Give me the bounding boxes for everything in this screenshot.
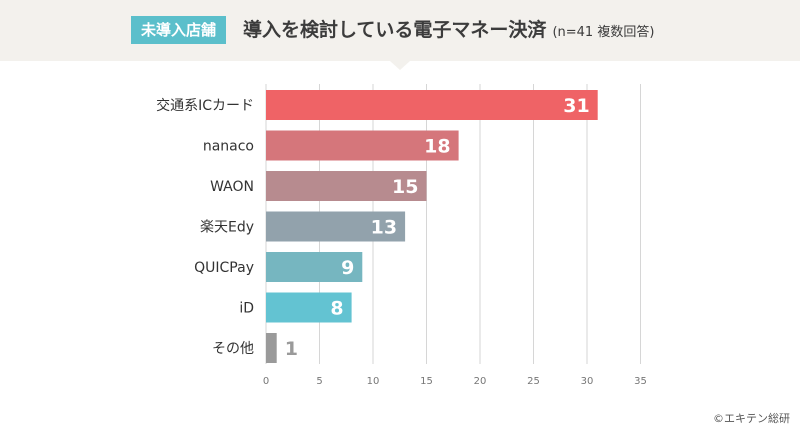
value-label: 9 [341, 257, 354, 279]
bar [266, 171, 427, 201]
x-tick-label: 20 [474, 376, 487, 387]
bar [266, 90, 598, 120]
x-tick-label: 30 [581, 376, 594, 387]
chart-subtitle: (n=41 複数回答) [552, 25, 655, 40]
x-tick-label: 10 [367, 376, 380, 387]
bar [266, 130, 459, 161]
bar [266, 252, 363, 282]
x-tick-label: 25 [527, 376, 540, 387]
value-label: 1 [285, 338, 298, 360]
value-label: 31 [563, 95, 589, 117]
category-labels: 交通系ICカード nanaco WAON 楽天Edy QUICPay iD その他 [156, 97, 254, 357]
chart-title-text: 導入を検討している電子マネー決済 [243, 19, 547, 41]
segment-badge: 未導入店舗 [131, 16, 227, 44]
value-labels: 31 18 15 13 9 8 1 [285, 95, 590, 360]
category-label: WAON [210, 179, 254, 195]
tick-labels: 0 5 10 15 20 25 30 35 [263, 376, 647, 387]
category-label: その他 [212, 341, 254, 357]
x-tick-label: 35 [634, 376, 647, 387]
value-label: 13 [371, 217, 397, 239]
category-label: iD [239, 301, 254, 317]
header-pointer [390, 61, 410, 70]
category-label: 楽天Edy [200, 220, 254, 236]
category-label: nanaco [203, 139, 254, 155]
value-label: 18 [424, 136, 450, 158]
chart-title: 導入を検討している電子マネー決済 (n=41 複数回答) [243, 18, 654, 45]
value-label: 8 [330, 298, 343, 320]
bar [266, 333, 277, 363]
credit: ©エキテン総研 [713, 412, 790, 425]
value-label: 15 [392, 176, 418, 198]
category-label: QUICPay [194, 260, 254, 276]
x-tick-label: 15 [420, 376, 433, 387]
bars [266, 90, 598, 363]
bar [266, 211, 406, 242]
x-tick-label: 5 [316, 376, 322, 387]
bar [266, 292, 352, 323]
x-tick-label: 0 [263, 376, 269, 387]
category-label: 交通系ICカード [156, 97, 254, 114]
